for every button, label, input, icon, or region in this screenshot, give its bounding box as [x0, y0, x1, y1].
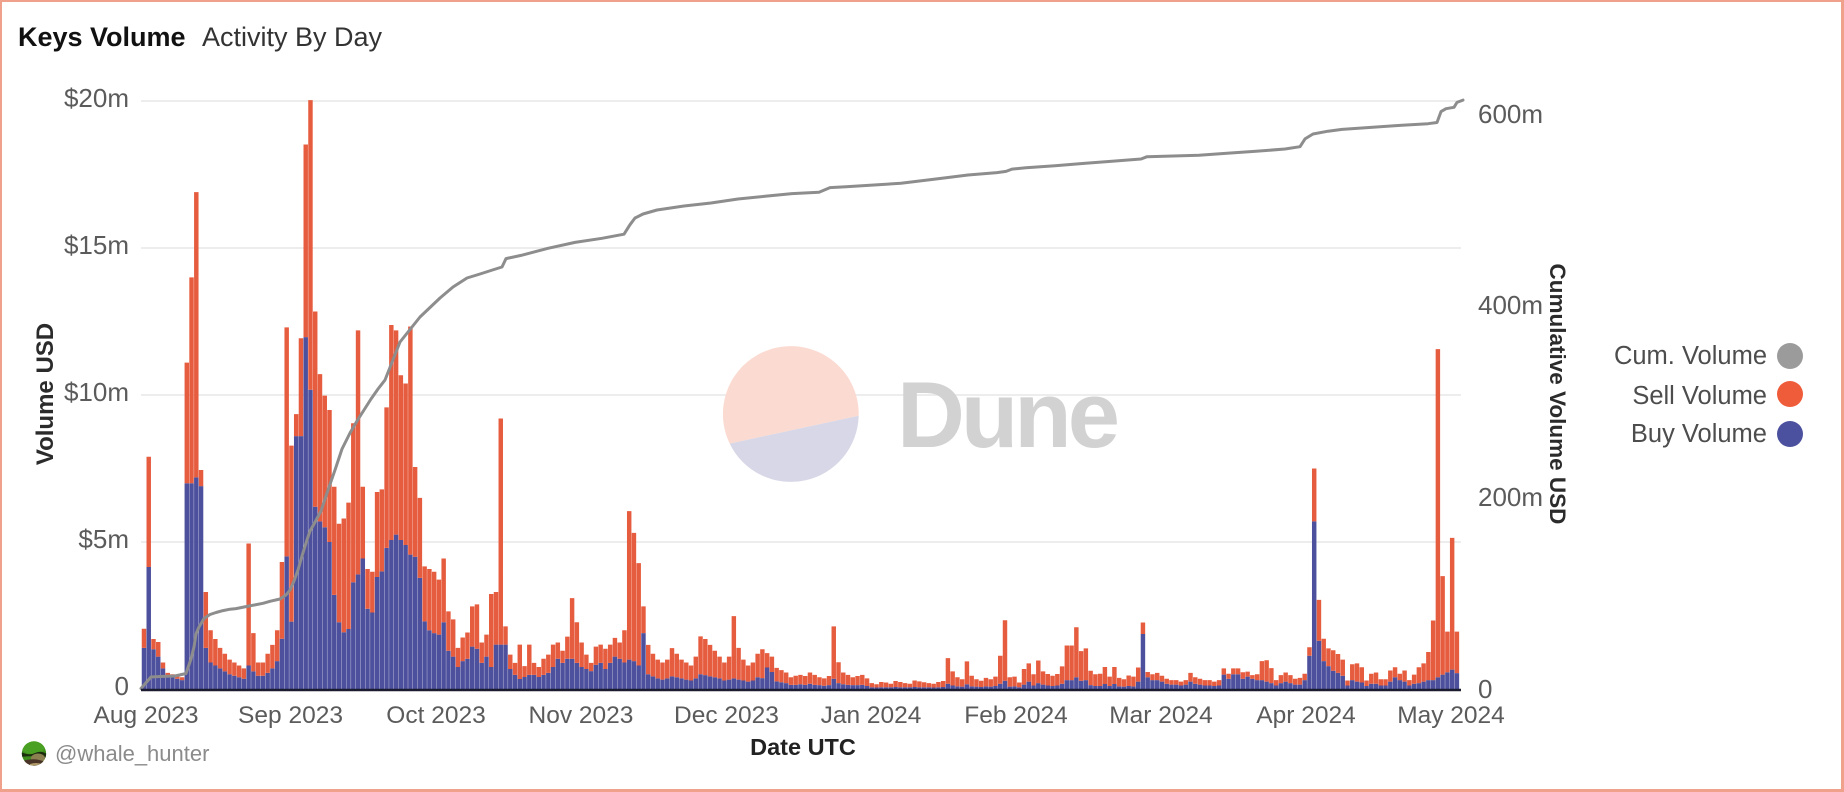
svg-text:Mar 2024: Mar 2024: [1109, 702, 1213, 729]
svg-text:Oct 2023: Oct 2023: [386, 702, 485, 729]
svg-text:$5m: $5m: [78, 524, 129, 554]
svg-text:Jan 2024: Jan 2024: [821, 702, 922, 729]
svg-text:200m: 200m: [1478, 482, 1543, 512]
svg-text:Cum. Volume: Cum. Volume: [1614, 342, 1767, 370]
svg-text:Keys Volume: Keys Volume: [18, 22, 186, 52]
svg-text:Volume USD: Volume USD: [32, 323, 59, 465]
svg-text:0: 0: [1478, 674, 1492, 704]
svg-text:$10m: $10m: [64, 377, 129, 407]
svg-text:0: 0: [115, 671, 129, 701]
svg-text:Dec 2023: Dec 2023: [674, 702, 779, 729]
svg-text:Apr 2024: Apr 2024: [1256, 702, 1355, 729]
svg-text:Nov 2023: Nov 2023: [529, 702, 634, 729]
svg-text:Feb 2024: Feb 2024: [964, 702, 1068, 729]
svg-text:$15m: $15m: [64, 230, 129, 260]
svg-text:$20m: $20m: [64, 83, 129, 113]
svg-text:600m: 600m: [1478, 99, 1543, 129]
svg-text:Aug 2023: Aug 2023: [94, 702, 199, 729]
svg-text:May 2024: May 2024: [1397, 702, 1505, 729]
svg-text:Activity By Day: Activity By Day: [202, 22, 383, 52]
svg-text:Sell Volume: Sell Volume: [1632, 382, 1767, 410]
svg-text:@whale_hunter: @whale_hunter: [55, 741, 209, 766]
svg-text:Buy Volume: Buy Volume: [1631, 420, 1767, 448]
svg-text:Cumulative Volume USD: Cumulative Volume USD: [1545, 264, 1570, 525]
svg-text:Date UTC: Date UTC: [750, 734, 856, 760]
svg-text:Sep 2023: Sep 2023: [238, 702, 343, 729]
svg-text:Dune: Dune: [897, 362, 1118, 467]
svg-text:400m: 400m: [1478, 290, 1543, 320]
